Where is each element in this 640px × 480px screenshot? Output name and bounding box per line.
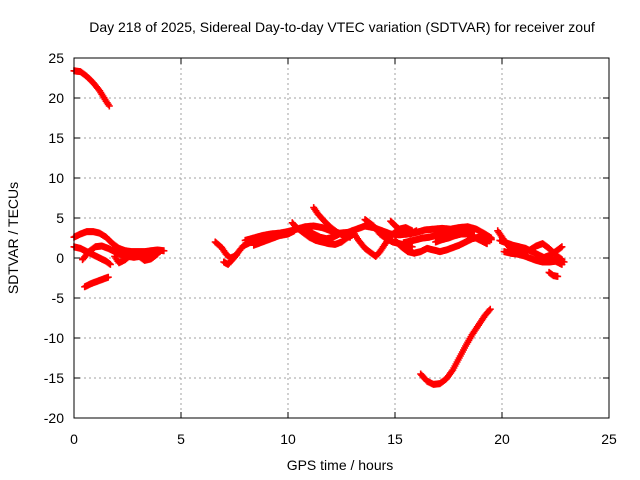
data-point — [153, 250, 161, 258]
series-arc-19 — [432, 230, 491, 248]
y-tick-label: 20 — [48, 90, 64, 106]
y-tick-labels: -20 -15 -10 -5 0 5 10 15 20 25 — [44, 50, 64, 426]
series-arc-20 — [417, 305, 494, 388]
data-point — [104, 273, 112, 281]
y-tick-label: 15 — [48, 130, 64, 146]
x-tick-label: 10 — [280, 431, 296, 447]
series-arc-5 — [81, 273, 112, 291]
data-point — [232, 252, 240, 260]
series-arc-10 — [250, 227, 298, 249]
series-arc-23 — [500, 248, 566, 268]
data-point — [483, 240, 491, 248]
data-point — [558, 260, 566, 268]
axis-ticks — [73, 57, 610, 419]
series-arc-13 — [303, 225, 343, 243]
series-arc-16 — [387, 217, 420, 238]
plot-frame — [73, 57, 610, 419]
y-axis-label: SDTVAR / TECUs — [5, 182, 21, 294]
data-point — [558, 243, 566, 251]
data-point — [485, 306, 493, 314]
x-axis-label: GPS time / hours — [287, 457, 394, 473]
x-tick-label: 25 — [601, 431, 617, 447]
data-point — [105, 102, 113, 110]
data-point — [554, 272, 562, 280]
y-tick-label: 10 — [48, 170, 64, 186]
series-arc-25 — [539, 243, 566, 262]
data-point — [486, 305, 494, 313]
data-point — [346, 233, 354, 241]
series-arc-8 — [220, 251, 241, 268]
series-arc-6 — [111, 250, 161, 267]
series-arc-17 — [391, 233, 495, 257]
data-point — [408, 243, 416, 251]
x-tick-label: 5 — [177, 431, 185, 447]
x-tick-label: 0 — [70, 431, 78, 447]
series-arc-24 — [545, 268, 562, 280]
data-layer — [70, 67, 568, 388]
data-point — [412, 227, 420, 235]
chart-title: Day 218 of 2025, Sidereal Day-to-day VTE… — [89, 19, 595, 35]
y-tick-label: -15 — [44, 370, 64, 386]
x-tick-label: 20 — [494, 431, 510, 447]
x-tick-label: 15 — [387, 431, 403, 447]
data-point — [470, 227, 478, 235]
y-tick-label: -5 — [52, 290, 65, 306]
x-tick-labels: 0 5 10 15 20 25 — [70, 431, 617, 447]
y-tick-label: 0 — [56, 250, 64, 266]
y-tick-label: 5 — [56, 210, 64, 226]
y-tick-label: -10 — [44, 330, 64, 346]
y-tick-label: 25 — [48, 50, 64, 66]
data-point — [106, 260, 114, 268]
data-point — [487, 236, 495, 244]
data-point — [233, 251, 241, 259]
data-point — [335, 230, 343, 238]
y-tick-label: -20 — [44, 410, 64, 426]
